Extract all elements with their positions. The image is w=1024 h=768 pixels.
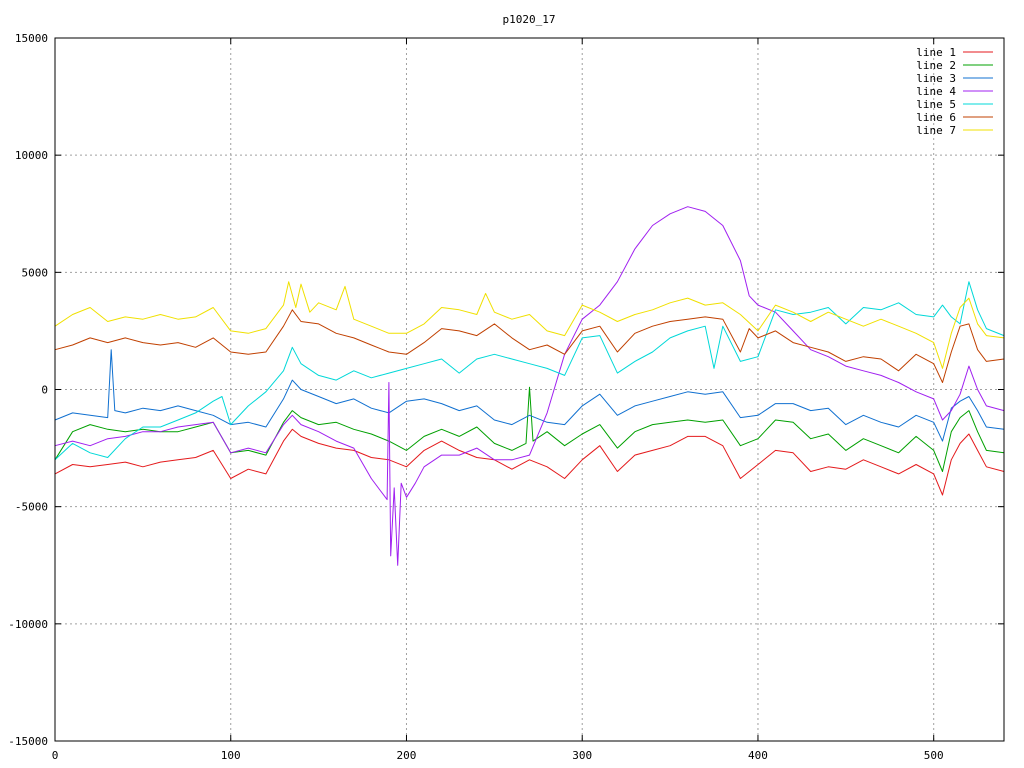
legend-label: line 3 [916,72,956,85]
y-tick-label: 5000 [22,266,49,279]
series-line-4 [54,206,1005,566]
x-tick-label: 300 [572,749,592,762]
series-line-2 [54,386,1005,472]
x-tick-label: 100 [221,749,241,762]
y-axis-ticks: -15000 -10000 -5000 0 5000 10000 15000 [8,32,1004,748]
x-tick-label: 400 [748,749,768,762]
series-line-6 [54,309,1005,383]
x-tick-label: 200 [397,749,417,762]
y-tick-label: 0 [41,384,48,397]
legend-label: line 1 [916,46,956,59]
x-axis-ticks: 0 100 200 300 400 500 [52,38,944,762]
y-tick-label: -15000 [8,735,48,748]
series-lines [54,206,1005,566]
chart-title: p1020_17 [503,13,556,26]
y-tick-label: 10000 [15,149,48,162]
grid [55,38,1004,741]
series-line-1 [54,428,1005,496]
series-line-3 [54,349,1005,442]
legend-label: line 5 [916,98,956,111]
legend-label: line 6 [916,111,956,124]
y-tick-label: -5000 [15,501,48,514]
series-line-5 [54,281,1005,461]
legend-label: line 7 [916,124,956,137]
legend-label: line 4 [916,85,956,98]
x-tick-label: 500 [924,749,944,762]
legend-label: line 2 [916,59,956,72]
y-tick-label: -10000 [8,618,48,631]
plot-frame [54,37,1005,742]
y-tick-label: 15000 [15,32,48,45]
x-tick-label: 0 [52,749,59,762]
series-line-7 [54,281,1005,369]
